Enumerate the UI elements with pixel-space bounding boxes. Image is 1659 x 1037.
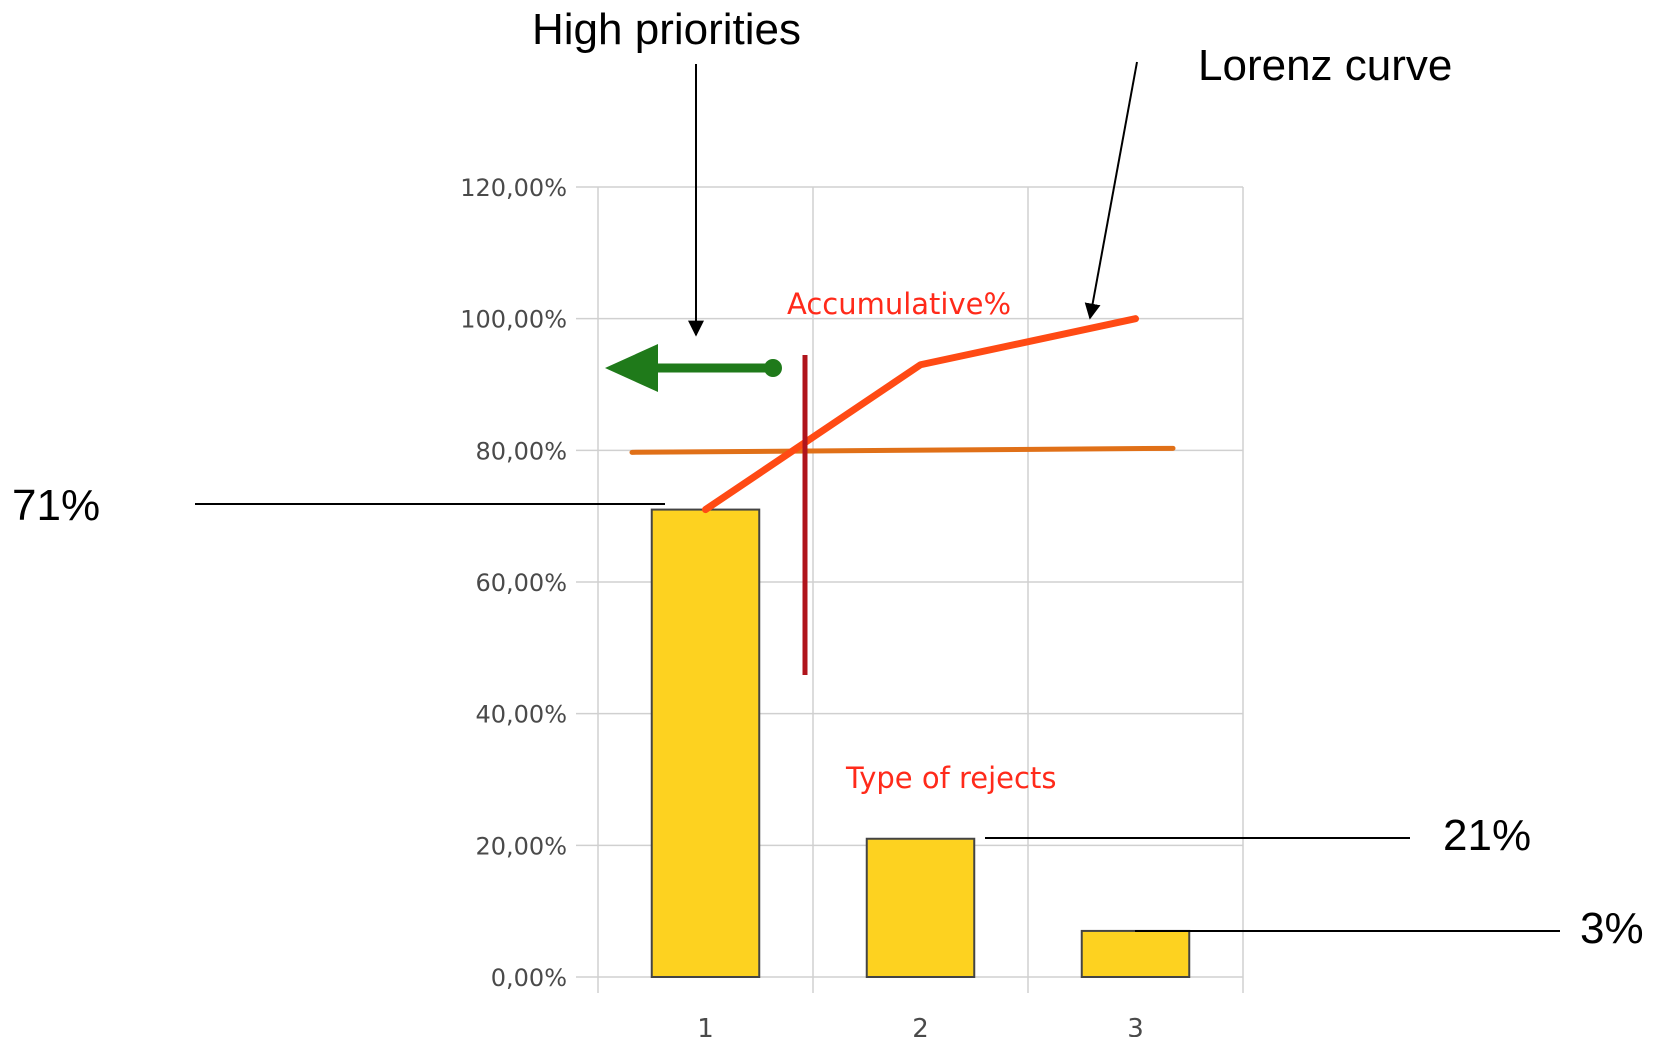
bar	[865, 837, 976, 978]
y-tick-label: 20,00%	[475, 832, 567, 860]
cumulative-line	[702, 315, 1139, 514]
x-axis-ticks: 1 2 3	[697, 1014, 1144, 1037]
y-tick-label: 100,00%	[460, 306, 567, 334]
y-tick-label: 120,00%	[460, 174, 567, 202]
x-tick-label: 2	[912, 1014, 929, 1037]
bar	[1080, 929, 1191, 979]
bar1-callout-label: 71%	[12, 481, 100, 530]
x-tick-label: 1	[697, 1014, 714, 1037]
high-priority-arrow-icon	[605, 344, 782, 392]
lorenz-curve-pointer	[1084, 61, 1138, 320]
accumulative-label: Accumulative%	[787, 287, 1011, 321]
bar	[650, 508, 761, 978]
type-of-rejects-label: Type of rejects	[845, 761, 1056, 795]
bars	[650, 508, 1191, 979]
lorenz-curve-label: Lorenz curve	[1198, 41, 1452, 90]
y-tick-label: 80,00%	[475, 437, 567, 465]
high-priorities-label: High priorities	[532, 5, 801, 54]
bar3-callout-label: 3%	[1580, 904, 1644, 953]
x-tick-label: 3	[1127, 1014, 1144, 1037]
y-tick-label: 40,00%	[475, 701, 567, 729]
y-axis-ticks: 0,00% 20,00% 40,00% 60,00% 80,00% 100,00% 120,…	[460, 174, 567, 992]
threshold-line	[629, 445, 1176, 455]
y-tick-label: 60,00%	[475, 569, 567, 597]
bar2-callout-label: 21%	[1443, 811, 1531, 860]
y-tick-label: 0,00%	[491, 964, 567, 992]
